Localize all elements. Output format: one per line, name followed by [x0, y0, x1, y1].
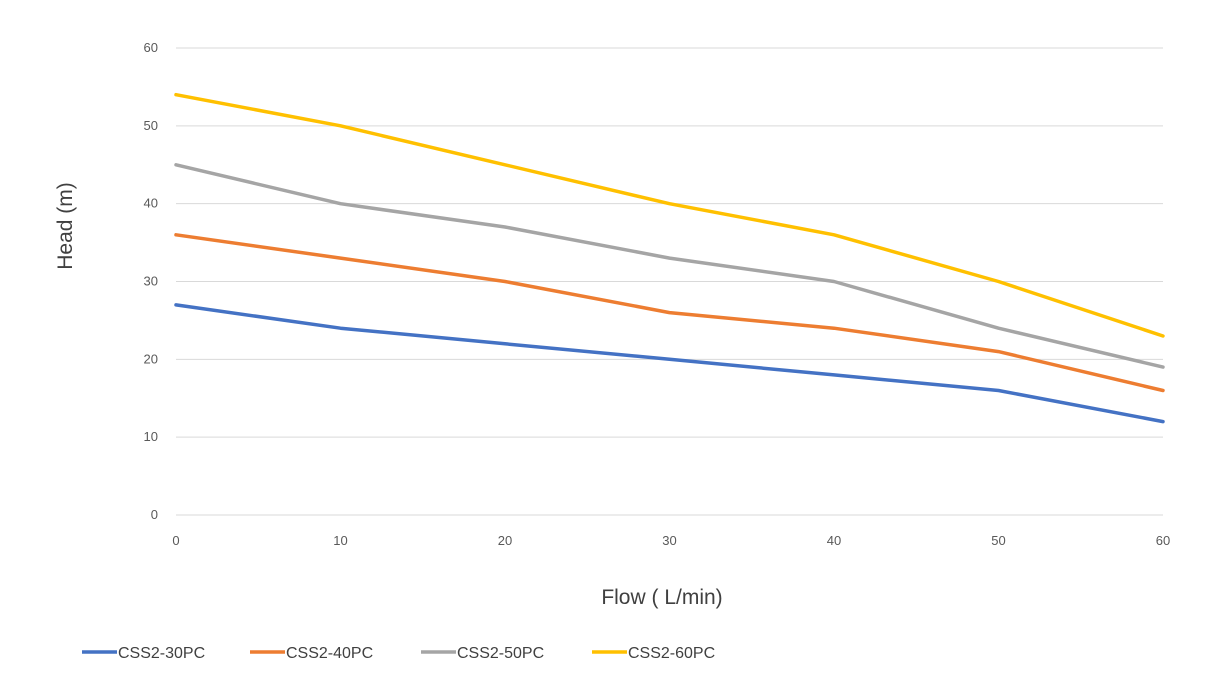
legend-label: CSS2-50PC	[457, 645, 544, 662]
x-tick-label: 40	[827, 533, 841, 548]
x-tick-label: 20	[498, 533, 512, 548]
y-tick-label: 40	[144, 196, 158, 211]
x-tick-label: 60	[1156, 533, 1170, 548]
y-tick-label: 60	[144, 40, 158, 55]
y-tick-label: 50	[144, 118, 158, 133]
y-tick-label: 0	[151, 507, 158, 522]
gridlines	[176, 47, 1163, 516]
x-axis-title: Flow ( L/min)	[601, 586, 722, 609]
series-line-css2-60pc	[174, 92, 1165, 338]
x-tick-label: 30	[662, 533, 676, 548]
legend: CSS2-30PC CSS2-40PC CSS2-50PC CSS2-60PC	[82, 645, 715, 662]
series-line-css2-30pc	[174, 303, 1165, 424]
x-tick-label: 0	[172, 533, 179, 548]
y-tick-label: 10	[144, 429, 158, 444]
series-lines	[174, 92, 1165, 424]
legend-label: CSS2-40PC	[286, 645, 373, 662]
x-tick-label: 50	[991, 533, 1005, 548]
series-line-css2-40pc	[174, 233, 1165, 393]
y-axis-title: Head (m)	[54, 182, 77, 270]
x-tick-label: 10	[333, 533, 347, 548]
legend-label: CSS2-60PC	[628, 645, 715, 662]
y-axis-ticks: 0 10 20 30 40 50 60	[144, 40, 158, 522]
y-tick-label: 20	[144, 351, 158, 366]
x-axis-ticks: 0 10 20 30 40 50 60	[172, 533, 1170, 548]
y-tick-label: 30	[144, 274, 158, 289]
series-line-css2-50pc	[174, 163, 1165, 369]
legend-label: CSS2-30PC	[118, 645, 205, 662]
